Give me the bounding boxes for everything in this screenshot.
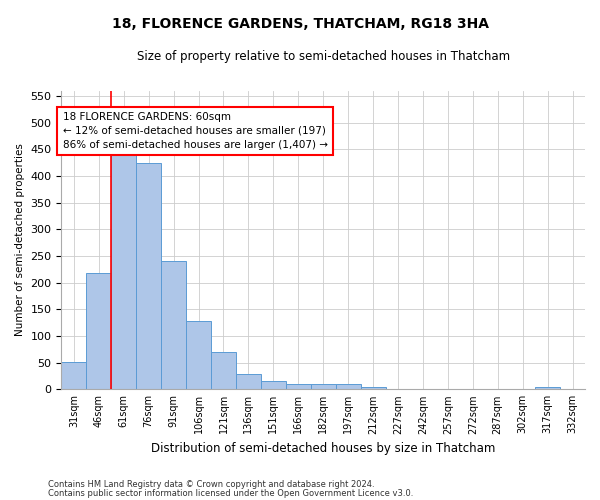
Bar (211, 352, 236, 390)
Bar (286, 384, 311, 390)
Bar (61, 362, 86, 390)
Bar (361, 386, 386, 390)
Bar (111, 144, 136, 390)
Title: Size of property relative to semi-detached houses in Thatcham: Size of property relative to semi-detach… (137, 50, 510, 63)
Bar (311, 384, 335, 390)
Text: 18 FLORENCE GARDENS: 60sqm
← 12% of semi-detached houses are smaller (197)
86% o: 18 FLORENCE GARDENS: 60sqm ← 12% of semi… (62, 112, 328, 150)
X-axis label: Distribution of semi-detached houses by size in Thatcham: Distribution of semi-detached houses by … (151, 442, 496, 455)
Bar (335, 384, 361, 390)
Y-axis label: Number of semi-detached properties: Number of semi-detached properties (15, 144, 25, 336)
Text: 18, FLORENCE GARDENS, THATCHAM, RG18 3HA: 18, FLORENCE GARDENS, THATCHAM, RG18 3HA (112, 18, 488, 32)
Bar (535, 386, 560, 390)
Bar (186, 321, 211, 390)
Text: Contains HM Land Registry data © Crown copyright and database right 2024.: Contains HM Land Registry data © Crown c… (48, 480, 374, 489)
Bar (86, 273, 111, 390)
Bar (261, 381, 286, 390)
Bar (161, 262, 186, 390)
Bar (236, 374, 261, 390)
Bar (136, 162, 161, 390)
Text: Contains public sector information licensed under the Open Government Licence v3: Contains public sector information licen… (48, 488, 413, 498)
